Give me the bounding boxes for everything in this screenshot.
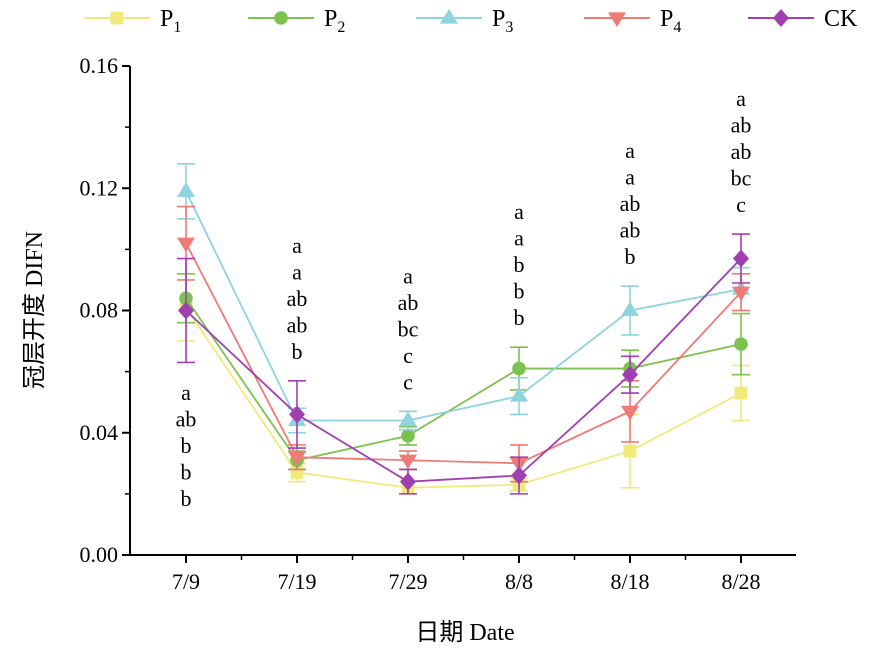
significance-letter: b <box>625 244 636 269</box>
data-point-ck <box>178 301 194 320</box>
data-point-ck <box>289 405 305 424</box>
significance-letter: a <box>736 86 746 111</box>
legend: P1 P2 P3 P4 CK <box>84 6 858 36</box>
data-point-p3 <box>510 387 528 402</box>
series-line-p4 <box>185 242 742 465</box>
significance-letter: ab <box>398 290 419 315</box>
data-point-p4 <box>177 237 195 253</box>
x-tick-label: 7/9 <box>172 569 200 594</box>
y-tick-label: 0.12 <box>80 175 119 200</box>
data-point-p3 <box>399 411 417 427</box>
data-point-p1 <box>623 444 637 458</box>
y-tick-label: 0.16 <box>80 53 119 78</box>
significance-letter: ab <box>287 312 308 337</box>
data-point-p4 <box>732 286 750 302</box>
significance-letter: ab <box>620 218 641 243</box>
data-point-ck <box>400 472 416 491</box>
significance-letter: b <box>292 339 303 364</box>
significance-letter: b <box>514 305 525 330</box>
legend-label: CK <box>824 6 858 32</box>
significance-letter: a <box>514 226 524 251</box>
data-point-p2 <box>734 337 748 351</box>
y-axis-title: 冠层开度 DIFN <box>21 231 48 389</box>
series-p4 <box>177 205 750 483</box>
series-ck <box>177 233 750 495</box>
y-tick-label: 0.00 <box>80 542 119 567</box>
x-axis-title: 日期 Date <box>415 620 514 646</box>
significance-letter: ab <box>620 191 641 216</box>
legend-label: P2 <box>324 6 345 36</box>
significance-letter: c <box>403 343 413 368</box>
data-point-p4 <box>621 405 639 421</box>
legend-marker <box>274 11 288 25</box>
data-point-ck <box>622 365 638 384</box>
significance-letter: a <box>292 233 302 258</box>
significance-letter: b <box>514 252 525 277</box>
series-layer <box>177 163 750 495</box>
data-point-p3 <box>177 182 195 197</box>
significance-letter: a <box>625 165 635 190</box>
series-line-ck <box>185 257 742 483</box>
legend-item-ck: CK <box>748 6 858 32</box>
legend-item-p1: P1 <box>84 6 181 36</box>
legend-item-p2: P2 <box>248 6 345 36</box>
data-point-p2 <box>512 361 526 376</box>
significance-letter: a <box>292 259 302 284</box>
data-point-ck <box>733 249 749 268</box>
significance-letter: ab <box>176 407 197 432</box>
data-point-ck <box>511 466 527 485</box>
significance-letter: bc <box>398 316 419 341</box>
legend-marker <box>110 11 124 25</box>
data-point-p2 <box>401 429 415 443</box>
significance-letter: bc <box>731 166 752 191</box>
x-tick-label: 7/29 <box>388 569 427 594</box>
legend-item-p3: P3 <box>416 6 513 36</box>
legend-item-p4: P4 <box>584 6 681 36</box>
x-tick-label: 8/28 <box>721 569 760 594</box>
x-tick-label: 8/18 <box>610 569 649 594</box>
legend-marker <box>773 9 789 27</box>
data-point-p3 <box>621 301 639 317</box>
significance-letter: a <box>181 380 191 405</box>
y-tick-label: 0.08 <box>80 298 119 323</box>
significance-letter: b <box>181 486 192 511</box>
significance-letter: ab <box>287 286 308 311</box>
data-point-p4 <box>288 451 306 467</box>
significance-letter: ab <box>731 139 752 164</box>
x-tick-label: 8/8 <box>505 569 533 594</box>
series-line-p1 <box>185 306 742 489</box>
legend-label: P3 <box>492 6 513 36</box>
data-point-p1 <box>734 386 748 400</box>
significance-letter: a <box>625 138 635 163</box>
legend-label: P4 <box>660 6 681 36</box>
series-line-p3 <box>185 190 742 422</box>
significance-letter: b <box>181 460 192 485</box>
significance-letter: b <box>181 433 192 458</box>
significance-letter: b <box>514 279 525 304</box>
legend-label: P1 <box>160 6 181 36</box>
significance-letter: c <box>403 369 413 394</box>
significance-letter: c <box>736 192 746 217</box>
significance-letter: a <box>403 263 413 288</box>
x-tick-label: 7/19 <box>277 569 316 594</box>
significance-letter: ab <box>731 113 752 138</box>
significance-letter: a <box>514 199 524 224</box>
data-point-p4 <box>399 454 417 470</box>
legend-marker <box>608 12 626 27</box>
y-tick-label: 0.04 <box>80 420 119 445</box>
legend-marker <box>440 9 458 24</box>
series-line-p2 <box>185 297 742 462</box>
axes: 0.00 0.04 0.08 0.12 0.16 7/9 7/19 7/29 8/8 8/18 8/… <box>80 53 796 594</box>
